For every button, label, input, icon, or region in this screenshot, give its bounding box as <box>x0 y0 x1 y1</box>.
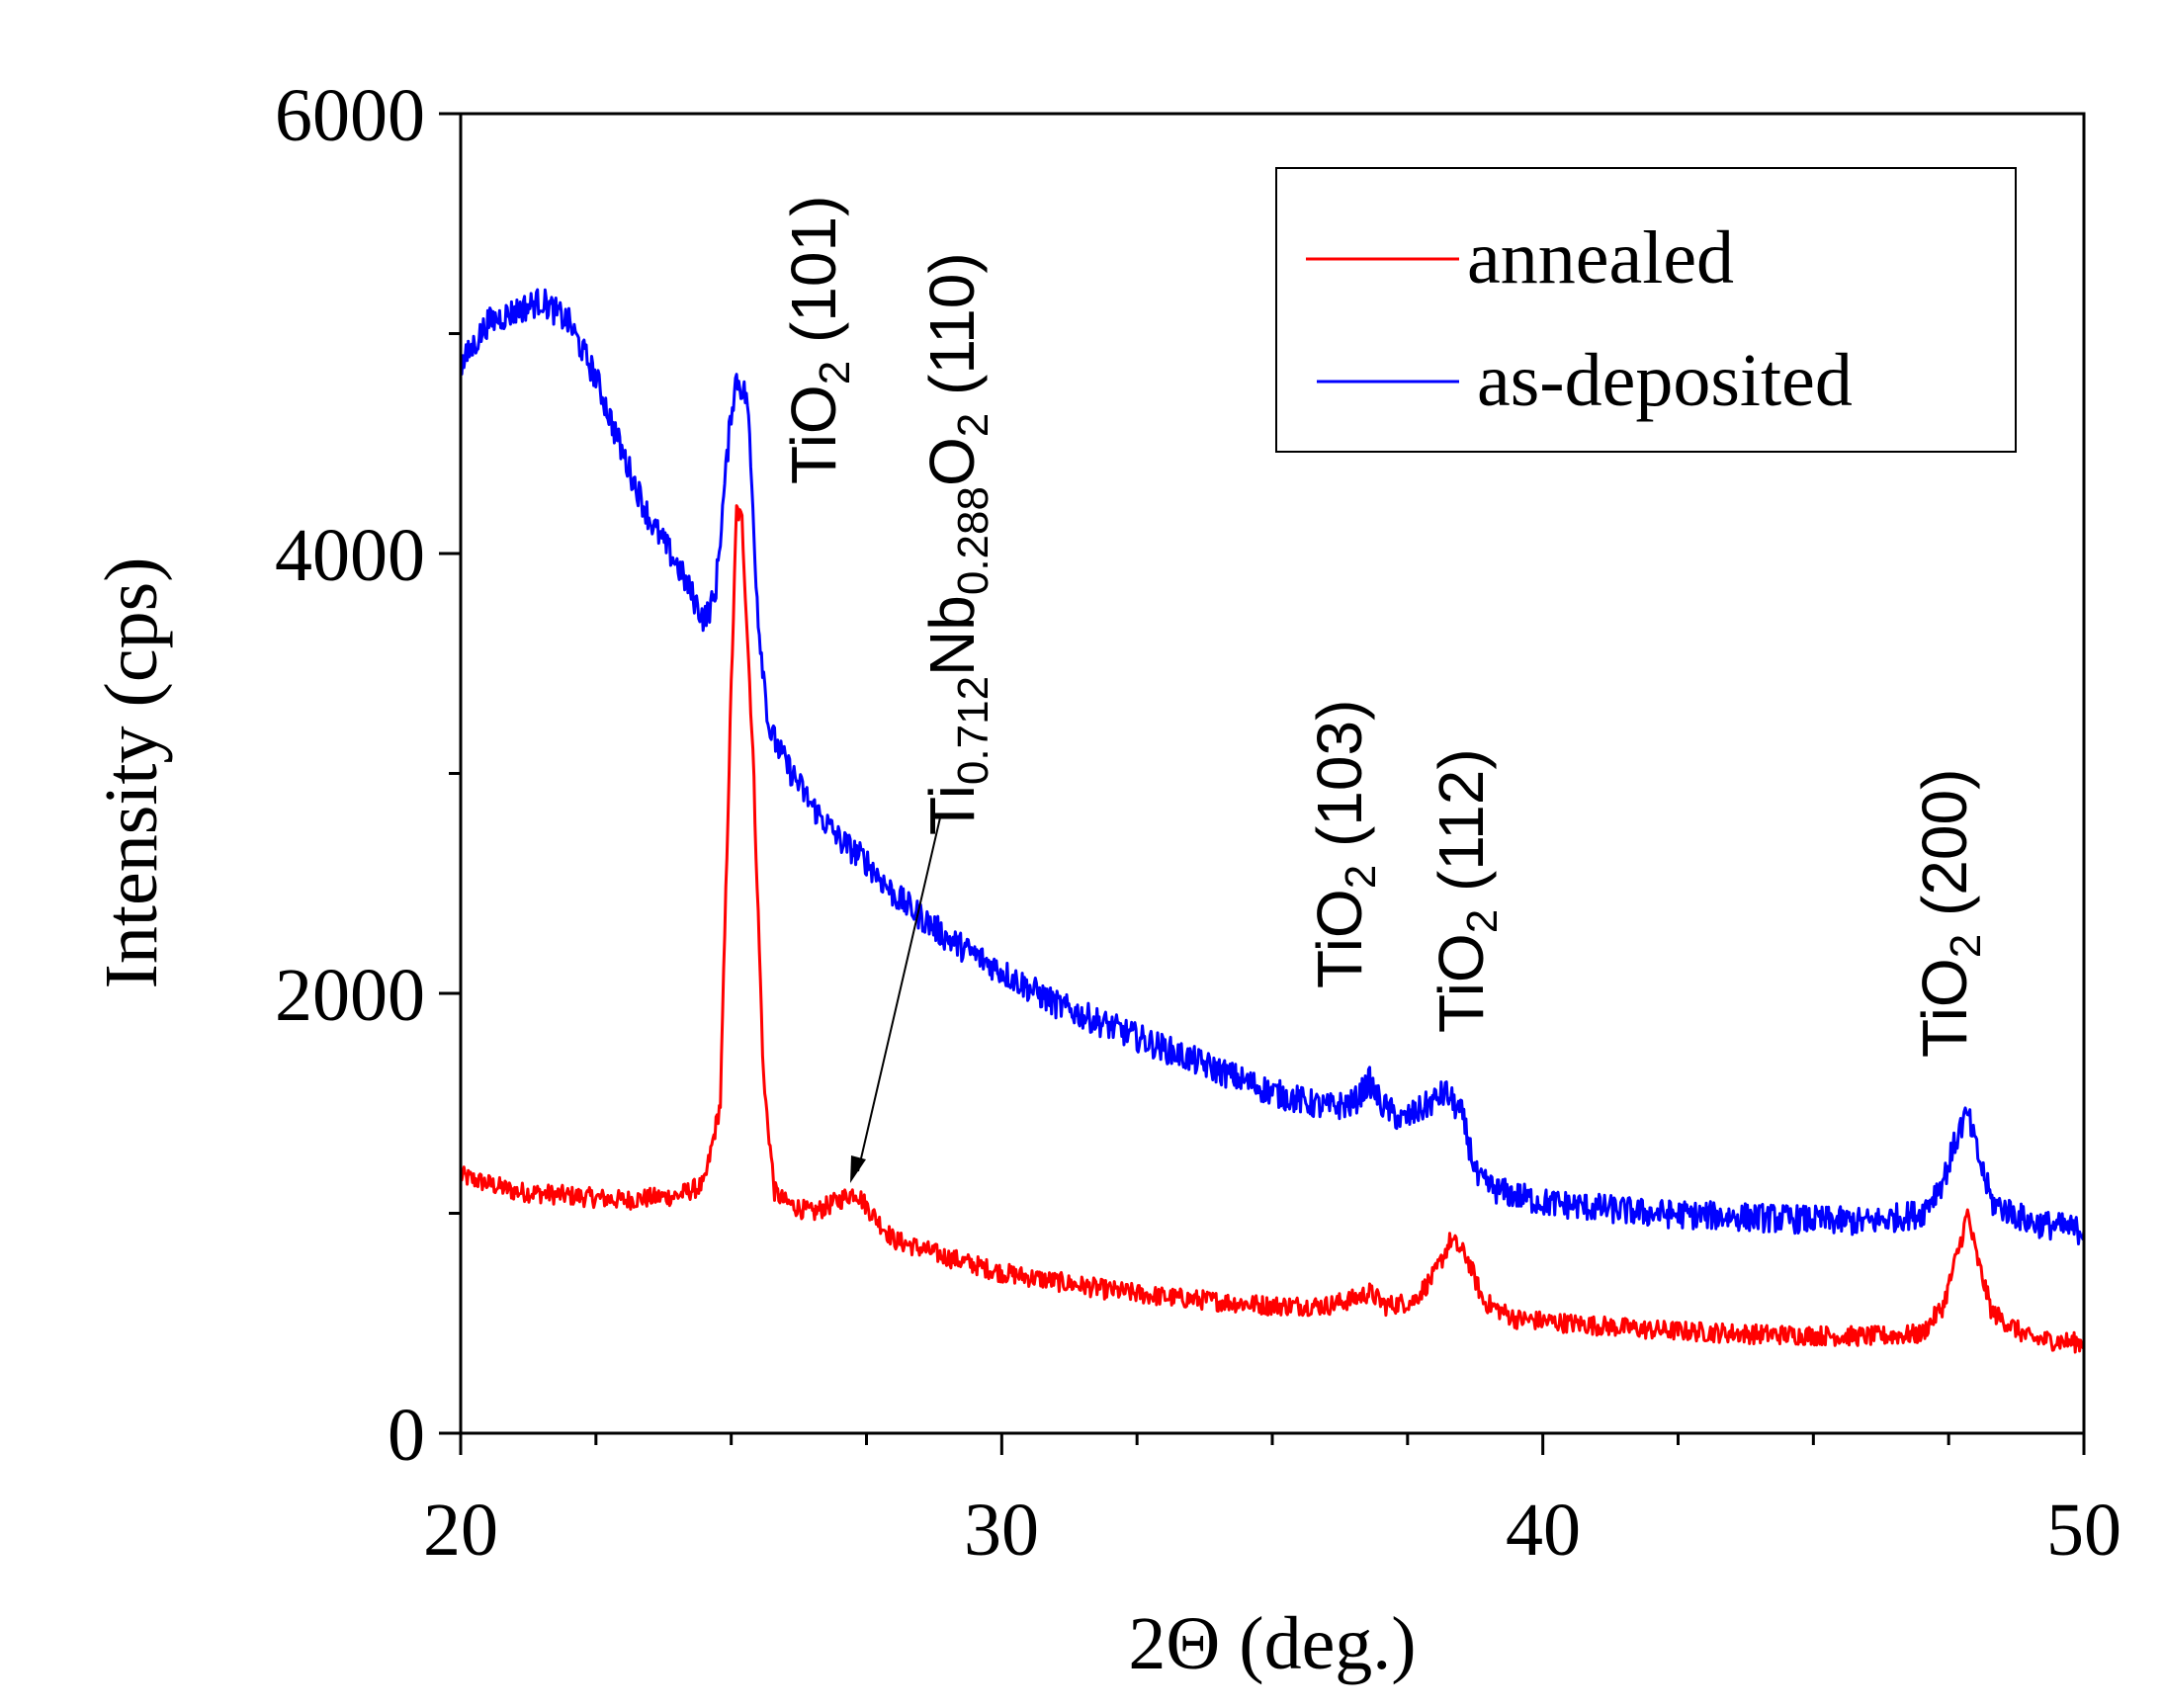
annotation-arrow <box>850 812 942 1183</box>
series-line-as-deposited <box>460 288 2086 1245</box>
y-tick-label: 4000 <box>275 514 425 597</box>
x-tick-label: 40 <box>1506 1489 1581 1572</box>
peak-label-tio2-101: TiO2 (101) <box>778 196 859 484</box>
x-tick-labels: 20 30 40 50 <box>423 1489 2121 1572</box>
legend-label-annealed: annealed <box>1467 216 1734 299</box>
series-line-annealed <box>459 504 2086 1354</box>
legend-box <box>1275 167 2017 453</box>
legend: annealed as-deposited <box>1275 167 2017 453</box>
x-tick-label: 30 <box>964 1489 1039 1572</box>
y-axis-title: Intensity (cps) <box>90 557 173 989</box>
plot-series-layer <box>459 288 2086 1354</box>
x-tick-label: 20 <box>423 1489 498 1572</box>
y-tick-label: 6000 <box>275 74 425 157</box>
legend-label-as-deposited: as-deposited <box>1477 339 1853 422</box>
x-axis-title: 2Θ (deg.) <box>1128 1602 1416 1685</box>
peak-label-tio2-112: TiO2 (112) <box>1426 748 1507 1033</box>
peak-label-tio2-200: TiO2 (200) <box>1909 769 1990 1058</box>
axis-ticks <box>439 112 2086 1455</box>
y-tick-label: 0 <box>388 1394 425 1477</box>
peak-label-tio2-103: TiO2 (103) <box>1304 700 1385 988</box>
x-tick-label: 50 <box>2046 1489 2121 1572</box>
y-tick-label: 2000 <box>275 954 425 1037</box>
peak-label-tinbo2-110: Ti0.712Nb0.288O2 (110) <box>916 252 997 835</box>
y-tick-labels: 0 2000 4000 6000 <box>275 74 425 1477</box>
